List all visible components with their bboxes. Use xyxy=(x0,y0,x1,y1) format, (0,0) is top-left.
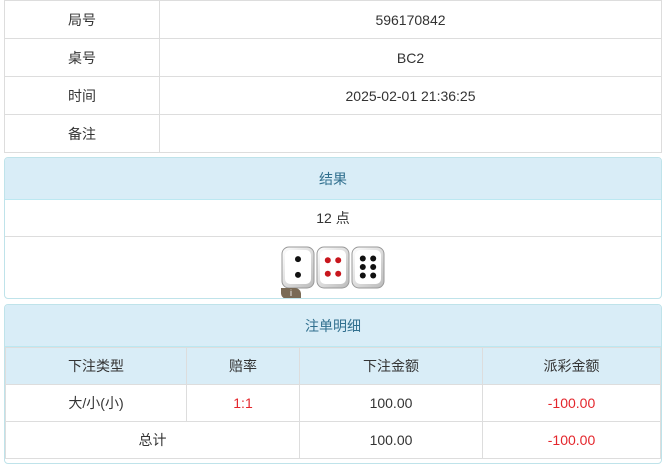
table-header-row: 下注类型 赔率 下注金额 派彩金额 xyxy=(5,347,661,385)
payout: -100.00 xyxy=(482,384,661,422)
bet-type: 大/小(小) xyxy=(5,384,187,422)
header-bet-type: 下注类型 xyxy=(5,347,187,385)
total-payout: -100.00 xyxy=(482,421,661,459)
result-title: 结果 xyxy=(5,158,661,200)
info-value: 2025-02-01 21:36:25 xyxy=(159,76,662,115)
result-panel: 结果 12 点 i xyxy=(4,157,662,299)
total-row: 总计 100.00 -100.00 xyxy=(5,421,661,459)
info-value xyxy=(159,114,662,153)
bet-details-panel: 注单明细 下注类型 赔率 下注金额 派彩金额 大/小(小) 1:1 100.00… xyxy=(4,304,662,464)
header-payout: 派彩金额 xyxy=(482,347,661,385)
info-label: 桌号 xyxy=(4,38,160,77)
result-points: 12 点 xyxy=(5,200,661,237)
bet-details-title: 注单明细 xyxy=(5,305,661,347)
total-amount: 100.00 xyxy=(299,421,483,459)
info-row-table: 桌号 BC2 xyxy=(4,38,662,77)
info-icon[interactable]: i xyxy=(281,288,301,298)
header-bet-amount: 下注金额 xyxy=(299,347,483,385)
info-value: BC2 xyxy=(159,38,662,77)
header-odds: 赔率 xyxy=(186,347,300,385)
info-label: 局号 xyxy=(4,0,160,39)
info-label: 时间 xyxy=(4,76,160,115)
odds: 1:1 xyxy=(186,384,300,422)
info-label: 备注 xyxy=(4,114,160,153)
die-face-4 xyxy=(316,246,350,298)
bet-details-table: 下注类型 赔率 下注金额 派彩金额 大/小(小) 1:1 100.00 -100… xyxy=(5,347,661,459)
info-row-round: 局号 596170842 xyxy=(4,0,662,39)
round-info-table: 局号 596170842 桌号 BC2 时间 2025-02-01 21:36:25 … xyxy=(4,0,662,153)
die-face-2: i xyxy=(281,246,315,298)
die-face-6 xyxy=(351,246,385,298)
info-value: 596170842 xyxy=(159,0,662,39)
info-row-time: 时间 2025-02-01 21:36:25 xyxy=(4,76,662,115)
total-label: 总计 xyxy=(5,421,300,459)
dice-row: i xyxy=(5,237,661,298)
table-row: 大/小(小) 1:1 100.00 -100.00 xyxy=(5,384,661,422)
bet-amount: 100.00 xyxy=(299,384,483,422)
info-row-remark: 备注 xyxy=(4,114,662,153)
